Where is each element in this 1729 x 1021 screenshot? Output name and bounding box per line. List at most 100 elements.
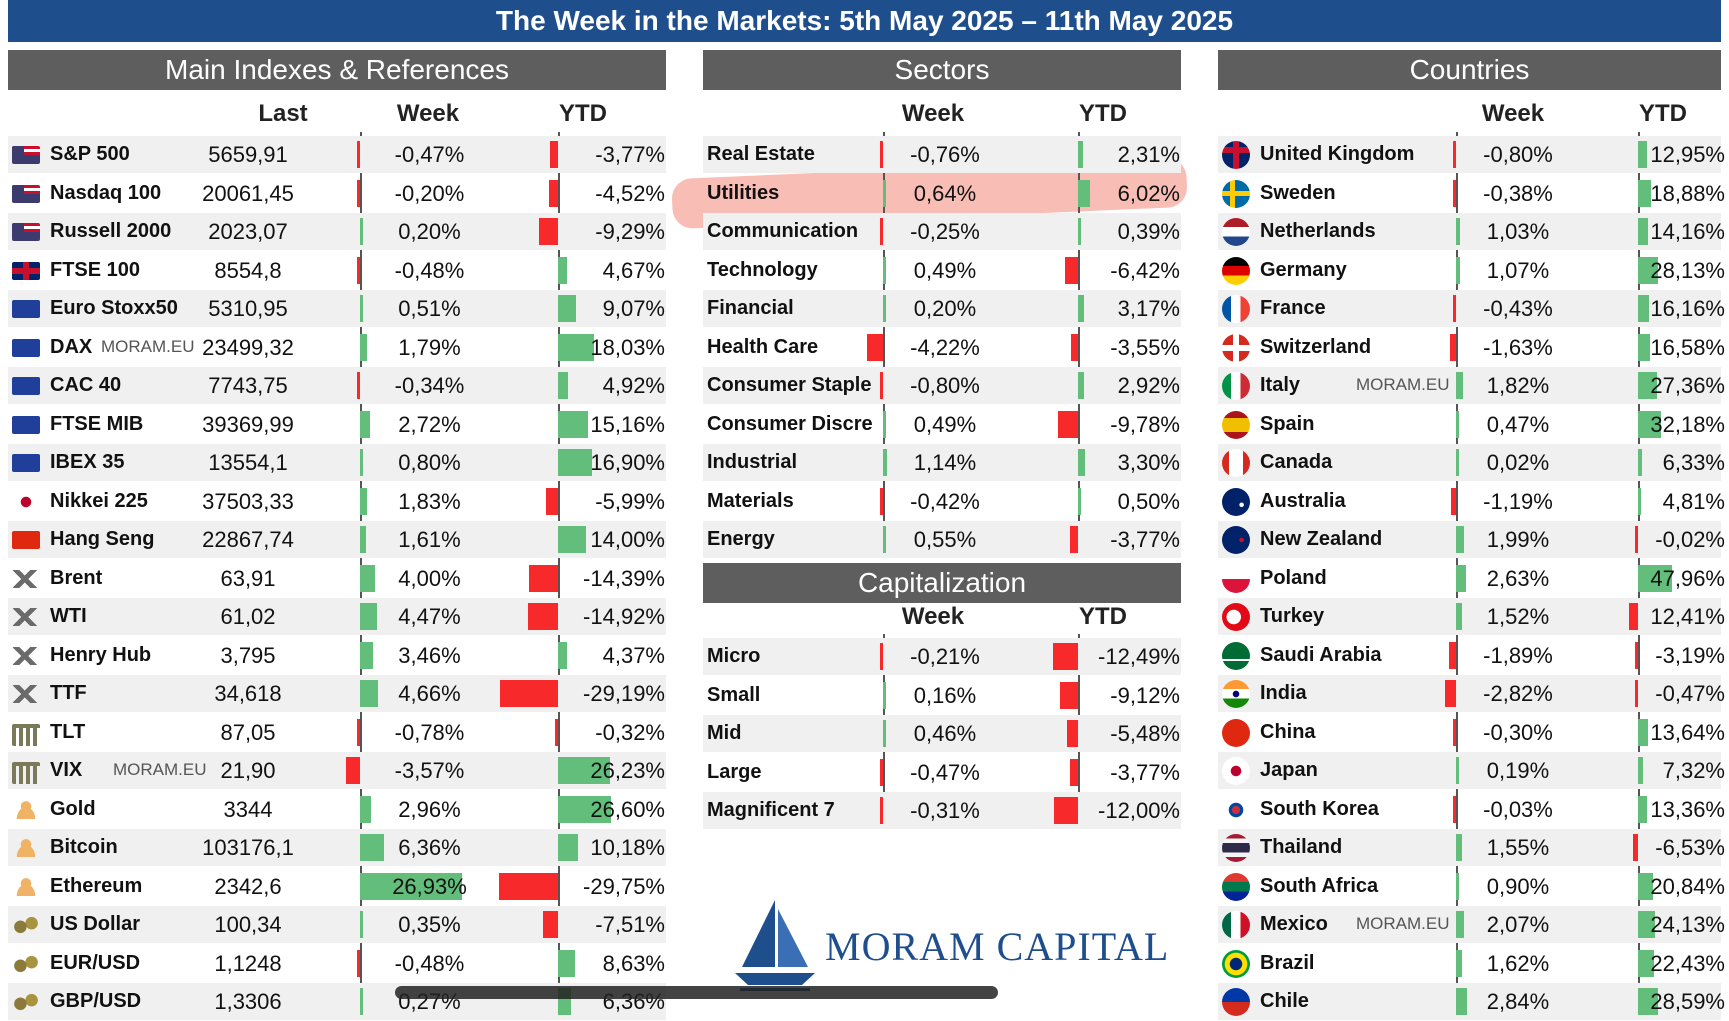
week-value: -0,48% (394, 257, 465, 283)
week-bar (1448, 641, 1456, 669)
week-value: 2,84% (1486, 989, 1550, 1014)
week-value: 1,14% (913, 450, 977, 475)
week-value: -0,76% (910, 142, 980, 167)
ytd-value: 9,07% (602, 296, 665, 321)
row-name: Magnificent 7 (707, 799, 835, 821)
turkey-flag-icon (1222, 603, 1250, 631)
week-bar (880, 643, 883, 670)
ytd-bar (529, 564, 558, 592)
row-name: Turkey (1260, 605, 1325, 627)
week-bar (883, 256, 886, 284)
row-name: US Dollar (50, 913, 141, 935)
week-bar (1445, 680, 1456, 707)
week-value: -2,82% (1483, 681, 1553, 706)
row-name: CAC 40 (50, 374, 122, 396)
week-value: 0,90% (1486, 873, 1550, 899)
ytd-bar (1638, 757, 1644, 784)
row-name: Sweden (1260, 181, 1336, 204)
last-value: 87,05 (220, 719, 276, 745)
ytd-bar (546, 487, 558, 515)
ytd-value: 47,96% (1650, 565, 1725, 591)
ytd-bar (1078, 372, 1084, 399)
ytd-value: 14,00% (590, 527, 665, 552)
ytd-value: 20,84% (1650, 873, 1725, 899)
row-name: EUR/USD (50, 951, 141, 974)
ytd-bar (558, 641, 567, 669)
table-row: TLT 87,05 -0,78% -0,32% (8, 714, 666, 751)
ytd-bar (558, 949, 576, 977)
week-value: 0,19% (1486, 758, 1550, 783)
ytd-value: 18,88% (1650, 180, 1725, 206)
table-row: Russell 2000 2023,07 0,20% -9,29% (8, 213, 666, 250)
ytd-value: 12,95% (1650, 142, 1725, 167)
column-header: YTD (1079, 100, 1127, 127)
ytd-bar (1078, 141, 1083, 168)
row-name: Spain (1260, 412, 1315, 435)
ytd-bar (1070, 758, 1078, 786)
eu-flag-icon (12, 377, 40, 395)
oil-derrick-icon (12, 685, 40, 703)
row-name: China (1260, 720, 1316, 743)
week-value: -0,80% (910, 373, 980, 398)
week-value: 0,80% (398, 450, 461, 475)
ytd-bar (1638, 218, 1648, 245)
week-bar (880, 141, 883, 168)
week-bar (360, 872, 463, 900)
column-header: Last (258, 100, 308, 127)
ytd-bar (558, 757, 611, 784)
moram-capital-logo: MORAM CAPITAL (730, 895, 1170, 1005)
week-bar (360, 295, 363, 322)
saudi-arabia-flag-icon (1222, 641, 1250, 670)
last-value: 21,90 (220, 758, 276, 783)
table-row: Micro -0,21% -12,49% (703, 638, 1181, 675)
us-flag-icon (12, 146, 40, 164)
table-row: Bitcoin 103176,1 6,36% 10,18% (8, 829, 666, 866)
row-name: Russell 2000 (50, 220, 172, 242)
ytd-bar (1070, 526, 1078, 553)
table-row: Communication -0,25% 0,39% (703, 213, 1181, 250)
ytd-bar (1053, 643, 1078, 670)
ytd-bar (1638, 795, 1648, 823)
table-row: FTSE 100 8554,8 -0,48% 4,67% (8, 252, 666, 289)
row-name: Large (707, 760, 762, 783)
week-value: -0,47% (394, 142, 465, 167)
ytd-bar (1638, 911, 1655, 938)
ytd-bar (1635, 526, 1638, 553)
week-value: 0,47% (1486, 411, 1550, 437)
ytd-bar (1078, 449, 1085, 476)
table-row: CAC 40 7743,75 -0,34% 4,92% (8, 367, 666, 404)
scroll-indicator[interactable] (395, 986, 998, 999)
ytd-bar (548, 179, 558, 207)
last-value: 13554,1 (208, 450, 288, 475)
person-icon (12, 800, 40, 819)
table-row: Italy MORAM.EU 1,82% 27,36% (1218, 367, 1725, 404)
sailboat-icon (735, 900, 815, 991)
ytd-value: 28,59% (1650, 989, 1725, 1014)
table-row: Real Estate -0,76% 2,31% (703, 136, 1181, 173)
ytd-bar (539, 218, 558, 245)
table-row: Mexico MORAM.EU 2,07% 24,13% (1218, 906, 1725, 943)
week-bar (883, 449, 888, 476)
eu-flag-icon (12, 454, 40, 472)
panel-header: Capitalization (703, 563, 1181, 603)
week-value: 2,96% (398, 796, 461, 822)
table-row: Health Care -4,22% -3,55% (703, 329, 1181, 366)
brazil-flag-icon (1222, 949, 1250, 978)
week-value: 0,16% (913, 682, 977, 708)
ytd-bar (550, 141, 558, 168)
mexico-flag-icon (1222, 911, 1250, 939)
ytd-value: 0,50% (1117, 488, 1180, 514)
ytd-bar (1638, 295, 1650, 322)
person-icon (12, 877, 40, 896)
week-value: -0,78% (394, 719, 465, 745)
table-row: Utilities 0,64% 6,02% (703, 175, 1181, 212)
last-value: 23499,32 (202, 334, 294, 360)
week-bar (360, 988, 363, 1015)
table-row: Sweden -0,38% 18,88% (1218, 175, 1725, 212)
ytd-bar (1633, 834, 1638, 861)
week-value: -1,63% (1483, 334, 1553, 360)
column-header: Week (901, 603, 965, 630)
table-row: Switzerland -1,63% 16,58% (1218, 329, 1725, 366)
row-name: Canada (1260, 451, 1333, 473)
row-name: Utilities (707, 181, 780, 204)
